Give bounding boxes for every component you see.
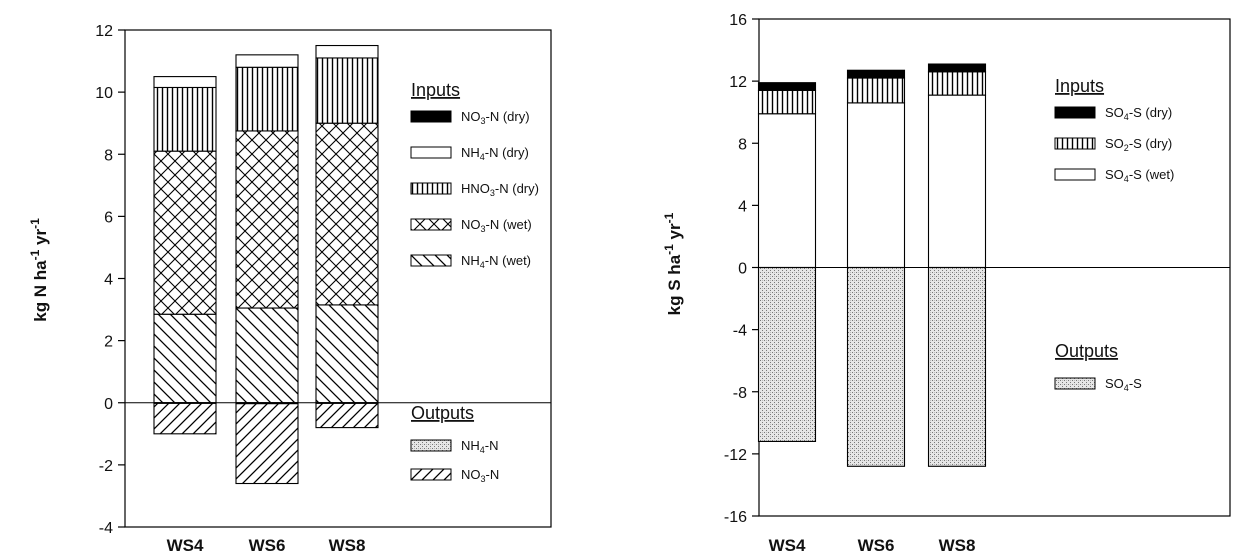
- y-tick-label: 6: [104, 209, 113, 226]
- bar-segment-no3_wet-ws6: [235, 130, 299, 309]
- legend-label-hno3_dry: HNO3-N (dry): [461, 181, 539, 198]
- legend-swatch-so2_dry: [1054, 137, 1096, 150]
- bar-segment-hno3_dry-ws6: [235, 66, 299, 132]
- bar-segment-no3_wet-ws4: [153, 150, 217, 315]
- bar-segment-no3_out-ws8: [315, 402, 379, 429]
- bar-segment-no3_out-ws6: [235, 403, 299, 485]
- x-category-label: WS8: [939, 536, 976, 555]
- y-tick-label: 10: [95, 85, 113, 102]
- bar-segment-nh4_wet-ws4: [153, 313, 217, 404]
- x-category-label: WS6: [249, 536, 286, 555]
- bar-segment-nh4_dry-ws4: [153, 76, 217, 89]
- y-tick-label: -16: [724, 509, 747, 526]
- y-tick-label: 12: [95, 23, 113, 40]
- y-tick-label: 4: [104, 272, 113, 289]
- bar-segment-so4_wet-ws6: [846, 102, 906, 269]
- sulfur-chart: -16 -12 -8 -4 0 4 8 12 16 kg S ha-1 yr-1 WS4 WS6 WS8…: [662, 12, 1231, 555]
- y-tick-label: -4: [99, 520, 113, 537]
- bar-segment-nh4_wet-ws8: [315, 304, 379, 404]
- legend-label-so2_dry: SO2-S (dry): [1105, 136, 1172, 153]
- y-tick-label: 0: [738, 261, 747, 278]
- legend-label-nh4_dry: NH4-N (dry): [461, 145, 529, 162]
- legend-swatch-no3_out: [410, 468, 452, 481]
- legend-label-nh4_out: NH4-N: [461, 438, 499, 455]
- legend-swatch-no3_wet: [410, 218, 452, 231]
- legend-inputs-title: Inputs: [411, 80, 460, 100]
- legend-swatch-nh4_dry: [410, 146, 452, 159]
- y-axis-label: kg N ha-1 yr-1: [28, 218, 50, 322]
- legend-label-no3_wet: NO3-N (wet): [461, 217, 532, 234]
- bar-segment-hno3_dry-ws4: [153, 86, 217, 152]
- legend-swatch-so4_out: [1054, 377, 1096, 390]
- y-tick-label: -12: [724, 447, 747, 464]
- y-tick-label: 12: [729, 74, 747, 91]
- legend-label-so4_out: SO4-S: [1105, 376, 1142, 393]
- x-category-label: WS6: [858, 536, 895, 555]
- x-category-label: WS8: [329, 536, 366, 555]
- bar-segment-so2_dry-ws4: [757, 89, 817, 115]
- bar-segment-so4_out-ws8: [927, 266, 987, 467]
- legend-label-nh4_wet: NH4-N (wet): [461, 253, 531, 270]
- bar-segment-nh4_wet-ws6: [235, 307, 299, 404]
- bar-segment-so2_dry-ws8: [927, 71, 987, 96]
- legend-swatch-hno3_dry: [410, 182, 452, 195]
- legend-outputs-title: Outputs: [1055, 341, 1118, 361]
- legend-inputs-title: Inputs: [1055, 76, 1104, 96]
- bar-segment-so4_dry-ws6: [846, 69, 906, 79]
- y-tick-label: 2: [104, 334, 113, 351]
- x-category-label: WS4: [769, 536, 806, 555]
- bar-segment-so4_dry-ws8: [927, 63, 987, 73]
- bar-segment-nh4_dry-ws8: [315, 44, 379, 59]
- bar-segment-nh4_dry-ws6: [235, 54, 299, 68]
- legend-swatch-no3_dry: [410, 110, 452, 123]
- legend-swatch-so4_dry: [1054, 106, 1096, 119]
- y-tick-label: 8: [738, 136, 747, 153]
- y-tick-label: -2: [99, 458, 113, 475]
- bar-segment-no3_out-ws4: [153, 402, 217, 435]
- legend-outputs-title: Outputs: [411, 403, 474, 423]
- bar-segment-so4_out-ws6: [846, 266, 906, 467]
- bar-segment-so4_wet-ws4: [757, 113, 817, 269]
- y-tick-label: -8: [733, 385, 747, 402]
- y-tick-label: 0: [104, 396, 113, 413]
- bar-segment-so4_wet-ws8: [927, 94, 987, 269]
- legend-label-no3_dry: NO3-N (dry): [461, 109, 530, 126]
- y-tick-label: 16: [729, 12, 747, 29]
- legend-label-so4_dry: SO4-S (dry): [1105, 105, 1172, 122]
- bar-segment-no3_wet-ws8: [315, 122, 379, 306]
- y-tick-label: -4: [733, 323, 747, 340]
- legend-swatch-nh4_wet: [410, 254, 452, 267]
- legend-label-so4_wet: SO4-S (wet): [1105, 167, 1174, 184]
- bar-segment-so4_dry-ws4: [757, 82, 817, 91]
- bar-segment-so2_dry-ws6: [846, 77, 906, 104]
- nitrogen-chart: -4 -2 0 2 4 6 8 10 12 kg N ha-1 yr-1 WS4 WS6 WS8 Inpu…: [28, 23, 552, 555]
- bar-segment-hno3_dry-ws8: [315, 57, 379, 124]
- bar-segment-so4_out-ws4: [757, 266, 817, 442]
- y-axis-label: kg S ha-1 yr-1: [662, 212, 684, 315]
- y-tick-label: 4: [738, 198, 747, 215]
- y-tick-label: 8: [104, 147, 113, 164]
- legend-swatch-nh4_out: [410, 439, 452, 452]
- x-category-label: WS4: [167, 536, 204, 555]
- legend-swatch-so4_wet: [1054, 168, 1096, 181]
- legend-label-no3_out: NO3-N: [461, 467, 499, 484]
